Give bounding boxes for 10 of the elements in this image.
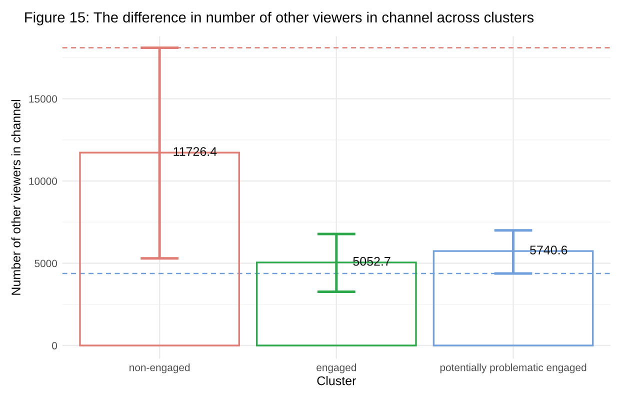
y-tick-label: 15000 bbox=[29, 95, 58, 103]
x-tick-label: non-engaged bbox=[130, 364, 190, 374]
y-axis-title: Number of other viewers in channel bbox=[11, 100, 20, 295]
x-tick-label: engaged bbox=[316, 364, 356, 374]
y-tick-label: 0 bbox=[52, 342, 58, 350]
y-tick-label: 10000 bbox=[29, 178, 58, 185]
y-tick-label: 5000 bbox=[34, 260, 58, 268]
x-tick-label: potentially problematic engaged bbox=[440, 364, 586, 374]
x-axis-title: Cluster bbox=[317, 376, 356, 386]
chart-title: Figure 15: The difference in number of other viewers in channel across clusters bbox=[25, 12, 534, 26]
